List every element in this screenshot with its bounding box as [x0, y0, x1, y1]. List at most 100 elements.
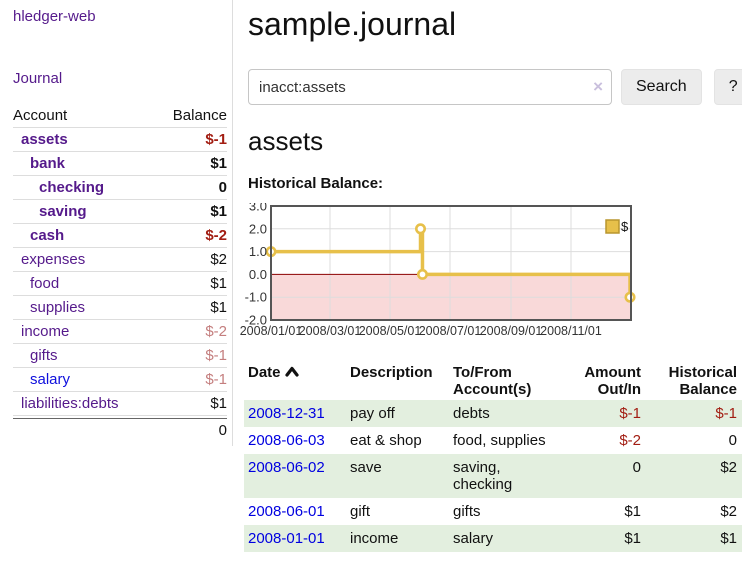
amount-column-header: Amount Out/In	[584, 364, 641, 398]
account-column-header: To/From Account(s)	[453, 364, 532, 398]
search-button[interactable]: Search	[621, 69, 702, 105]
register-balance-cell: $1	[643, 525, 742, 552]
description-column-header: Description	[350, 364, 433, 381]
register-amount-cell: $-2	[619, 432, 641, 449]
register-row: 2008-06-02 save saving, checking 0 $2	[244, 454, 742, 498]
legend-swatch	[605, 219, 620, 234]
register-header-row: Date Description To/From Account(s) Amou…	[244, 360, 742, 400]
register-accounts-cell: salary	[449, 525, 559, 552]
y-tick-label: -1.0	[245, 290, 267, 305]
help-button[interactable]: ?	[713, 69, 742, 105]
sidebar-account-row: cash $-2	[13, 224, 227, 248]
sidebar-account-link[interactable]: expenses	[21, 251, 86, 268]
sidebar-account-link[interactable]: supplies	[30, 299, 86, 316]
sidebar-account-row: income $-2	[13, 320, 227, 344]
transaction-date-link[interactable]: 2008-12-31	[248, 405, 325, 422]
sidebar-account-row: food $1	[13, 272, 227, 296]
clear-search-icon[interactable]: ×	[593, 77, 603, 96]
sidebar-account-balance: $-1	[205, 371, 227, 388]
y-tick-label: 3.0	[249, 203, 267, 214]
sidebar-account-row: saving $1	[13, 200, 227, 224]
sidebar-account-balance: $-1	[205, 347, 227, 364]
register-amount-cell: 0	[559, 454, 643, 498]
chart-marker	[415, 223, 427, 235]
register-row: 2008-06-03 eat & shop food, supplies $-2 0	[244, 427, 742, 454]
balance-column-header: Balance	[172, 107, 227, 124]
register-description-cell: eat & shop	[350, 432, 422, 449]
sidebar-item-journal[interactable]: Journal	[13, 70, 63, 87]
chart-border	[270, 205, 632, 321]
transaction-date-link[interactable]: 2008-06-02	[248, 459, 325, 476]
register-amount-cell: $1	[559, 525, 643, 552]
sidebar-account-link[interactable]: salary	[30, 371, 71, 388]
chart-title: Historical Balance:	[248, 175, 384, 192]
app-title-link[interactable]: hledger-web	[13, 8, 96, 25]
sidebar-account-row: bank $1	[13, 152, 227, 176]
sidebar-account-link[interactable]: liabilities:debts	[21, 395, 119, 412]
search-input-wrapper: ×	[248, 69, 612, 105]
chart-marker	[416, 268, 428, 280]
register-description-cell: pay off	[346, 400, 449, 427]
search-input[interactable]	[248, 69, 612, 105]
register-accounts-cell: gifts	[453, 503, 481, 520]
sidebar-account-link[interactable]: saving	[39, 203, 87, 220]
x-tick-label: 2008/01/01	[240, 324, 303, 338]
sidebar-account-link[interactable]: cash	[30, 227, 65, 244]
accounts-total-value: 0	[218, 422, 227, 439]
y-tick-label: 1.0	[249, 244, 267, 259]
sidebar-account-row: supplies $1	[13, 296, 227, 320]
register-date-cell: 2008-06-01	[244, 498, 346, 525]
sidebar-account-link[interactable]: bank	[30, 155, 66, 172]
sidebar-account-balance: $1	[210, 203, 227, 220]
date-column-header[interactable]: Date	[244, 360, 346, 400]
sidebar: hledger-web Journal Account Balance asse…	[0, 0, 233, 446]
sidebar-account-balance: $-1	[205, 131, 227, 148]
accounts-table: Account Balance assets $-1 bank $1 checking 0…	[13, 104, 227, 442]
accounts-total-row: 0	[13, 418, 227, 442]
register-amount-cell: $-1	[559, 400, 643, 427]
register-row: 2008-06-01 gift gifts $1 $2	[244, 498, 742, 525]
register-date-cell: 2008-01-01	[244, 525, 346, 552]
balance-column-header: Historical Balance	[668, 364, 737, 398]
sidebar-account-link[interactable]: food	[30, 275, 60, 292]
register-date-cell: 2008-06-02	[244, 454, 346, 498]
register-row: 2008-12-31 pay off debts $-1 $-1	[244, 400, 742, 427]
transaction-date-link[interactable]: 2008-06-03	[248, 432, 325, 449]
account-column-header: Account	[13, 107, 68, 124]
sidebar-account-row: expenses $2	[13, 248, 227, 272]
sidebar-account-balance: $1	[210, 275, 227, 292]
y-tick-label: 2.0	[249, 221, 267, 236]
sidebar-account-link[interactable]: assets	[21, 131, 68, 148]
sidebar-account-balance: $1	[210, 155, 227, 172]
historical-balance-chart: $3.0 2.0 1.0 0.0 -1.0 -2.02008/01/012008/03/0…	[240, 203, 636, 338]
x-tick-label: 2008/09/01	[480, 324, 543, 338]
sort-ascending-icon	[284, 364, 299, 381]
register-accounts-cell: food, supplies	[453, 432, 546, 449]
register-amount-cell: $1	[624, 503, 641, 520]
register-balance-cell: $2	[643, 454, 742, 498]
legend-label: $	[621, 219, 629, 234]
accounts-table-header: Account Balance	[13, 104, 227, 128]
register-date-cell: 2008-06-03	[244, 427, 346, 454]
sidebar-account-balance: $2	[210, 251, 227, 268]
register-description-cell: income	[346, 525, 449, 552]
register-row: 2008-01-01 income salary $1 $1	[244, 525, 742, 552]
sidebar-account-link[interactable]: income	[21, 323, 70, 340]
transaction-date-link[interactable]: 2008-01-01	[248, 530, 325, 547]
sidebar-account-link[interactable]: checking	[39, 179, 105, 196]
x-tick-label: 2008/07/01	[419, 324, 482, 338]
sidebar-account-balance: 0	[218, 179, 227, 196]
sidebar-account-row: salary $-1	[13, 368, 227, 392]
sidebar-account-balance: $-2	[205, 227, 227, 244]
y-tick-label: -2.0	[245, 313, 267, 328]
sidebar-account-row: gifts $-1	[13, 344, 227, 368]
register-balance-cell: $-1	[643, 400, 742, 427]
register-balance-cell: $2	[720, 503, 737, 520]
register-description-cell: gift	[350, 503, 371, 520]
x-tick-label: 2008/03/01	[299, 324, 362, 338]
main-content: sample.journal × Search ? assets Histori…	[240, 0, 742, 582]
sidebar-account-link[interactable]: gifts	[30, 347, 58, 364]
register-balance-cell: 0	[728, 432, 737, 449]
transaction-date-link[interactable]: 2008-06-01	[248, 503, 325, 520]
